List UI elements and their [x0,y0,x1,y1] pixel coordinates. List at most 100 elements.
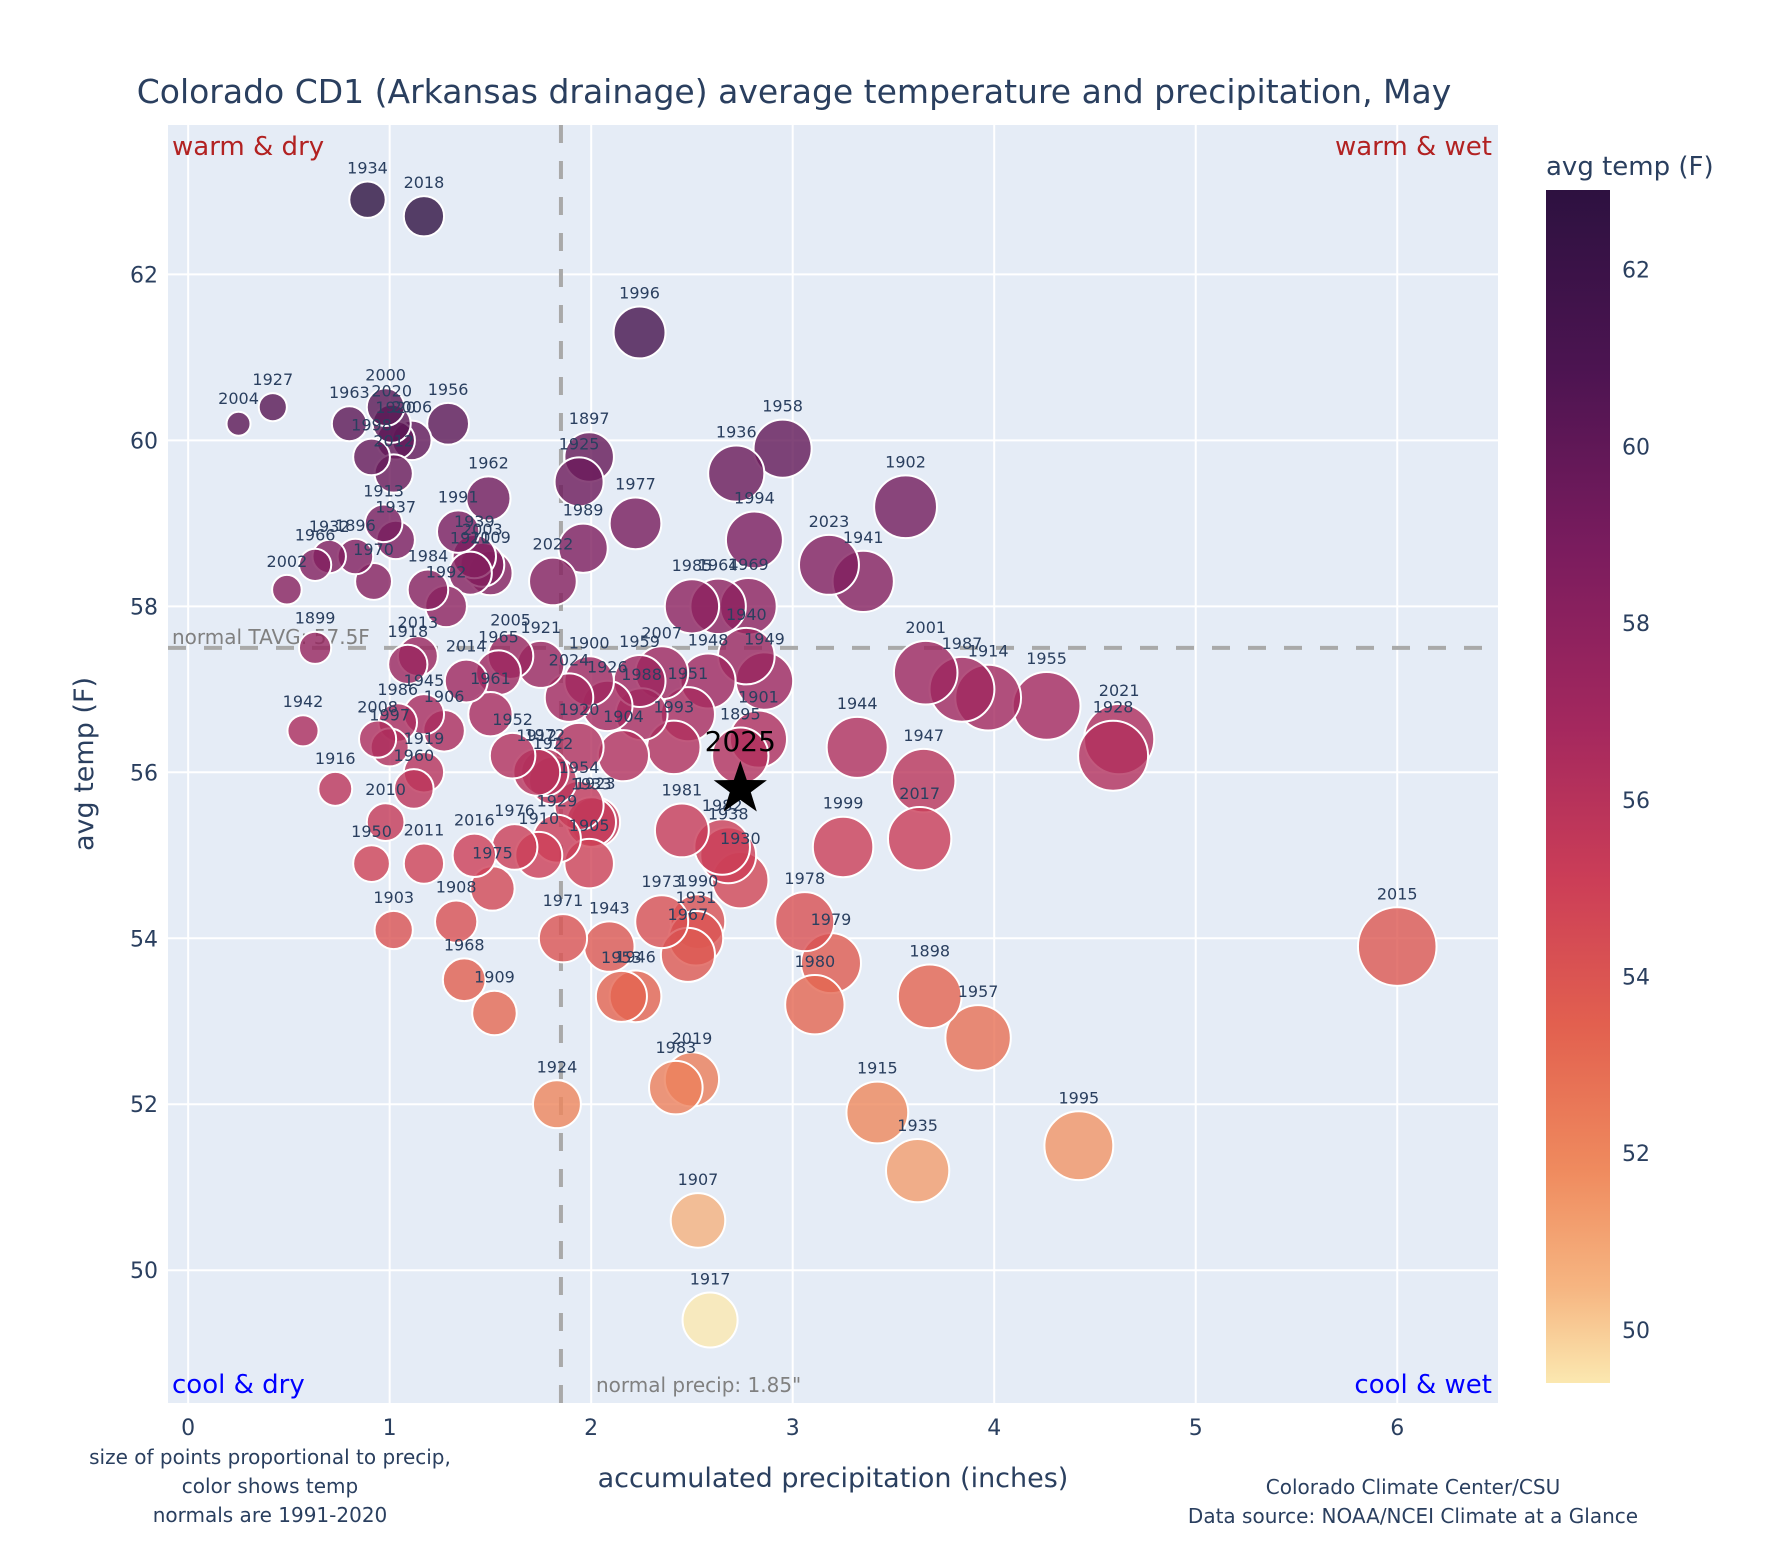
point-label: 1898 [909,942,950,961]
data-point-2001[interactable] [892,639,959,706]
data-point-1924[interactable] [531,1079,582,1130]
data-point-1984[interactable] [406,568,450,611]
point-label: 1915 [857,1059,898,1078]
y-ticks: 50 52 54 56 58 60 62 [130,263,158,1284]
data-point-1920[interactable] [553,721,605,773]
data-point-1962[interactable] [465,475,512,522]
data-point-1966[interactable] [297,547,333,582]
data-point-1934[interactable] [348,180,387,219]
point-label: 1963 [329,383,370,402]
footnote-right-2: Data source: NOAA/NCEI Climate at a Glan… [1188,1504,1638,1528]
data-point-1927[interactable] [257,392,288,423]
data-point-1980[interactable] [784,973,846,1036]
point-label: 1920 [375,398,416,417]
data-point-1989[interactable] [557,522,609,574]
data-point-2023[interactable] [798,533,860,596]
data-point-1956[interactable] [426,401,471,446]
data-point-1944[interactable] [825,715,889,779]
data-point-2018[interactable] [402,195,446,238]
point-label: 1912 [516,726,557,745]
data-point-1918[interactable] [387,643,429,686]
data-point-1908[interactable] [434,899,479,944]
data-point-2008[interactable] [358,719,398,759]
data-point-1963[interactable] [330,405,368,443]
data-point-1899[interactable] [297,630,333,665]
data-point-1917[interactable] [681,1291,739,1349]
data-point-1915[interactable] [845,1080,910,1145]
data-point-1936[interactable] [707,444,766,503]
star-marker-2025[interactable] [713,760,767,812]
data-point-1903[interactable] [373,909,414,951]
point-label: 1934 [347,158,388,177]
chart-title: Colorado CD1 (Arkansas drainage) average… [137,72,1452,111]
data-point-1995[interactable] [1043,1110,1115,1182]
data-point-1916[interactable] [317,770,354,807]
data-point-2000[interactable] [365,387,406,428]
data-point-1994[interactable] [724,510,784,570]
data-point-1952[interactable] [488,731,537,780]
point-label: 2017 [899,784,940,803]
data-point-1977[interactable] [608,496,663,551]
data-point-1955[interactable] [1011,671,1082,741]
quadrant-label-cool-wet: cool & wet [1354,1370,1492,1400]
data-point-1902[interactable] [873,474,938,540]
data-point-1913[interactable] [363,503,404,544]
point-label: 2016 [454,811,495,830]
data-point-1958[interactable] [752,418,813,479]
colorbar [1546,190,1610,1383]
data-point-2010[interactable] [365,802,406,842]
point-label: 1907 [678,1170,719,1189]
point-label: 1942 [283,692,324,711]
data-point-1935[interactable] [884,1137,951,1204]
x-tick-label: 0 [181,1416,195,1441]
data-point-1996[interactable] [612,305,667,360]
data-point-1960[interactable] [393,768,435,810]
data-point-1898[interactable] [896,963,963,1030]
data-point-1957[interactable] [944,1004,1012,1072]
data-point-2022[interactable] [528,556,578,607]
point-label: 1999 [823,794,864,813]
data-point-1985[interactable] [663,578,721,635]
data-point-1983[interactable] [648,1059,704,1116]
point-label: 1918 [387,622,428,641]
point-label: 1990 [678,871,719,890]
data-point-1907[interactable] [669,1192,727,1249]
data-point-2004[interactable] [225,410,252,437]
colorbar-tick-label: 58 [1622,612,1650,637]
y-tick-label: 60 [130,429,158,454]
data-point-1991[interactable] [435,509,481,554]
data-point-1950[interactable] [352,844,391,883]
data-point-1999[interactable] [811,815,875,879]
data-point-2015[interactable] [1356,906,1438,987]
data-point-1909[interactable] [471,989,518,1037]
footnote-left-2: color shows temp [182,1474,358,1498]
point-label: 1930 [720,829,761,848]
point-label: 2015 [1377,884,1418,903]
point-label: 2000 [365,365,406,384]
data-point-1961[interactable] [467,691,514,738]
data-point-1968[interactable] [441,957,487,1003]
data-point-1971[interactable] [537,913,589,964]
data-point-1928[interactable] [1077,719,1150,792]
data-point-2016[interactable] [451,832,497,878]
data-point-1942[interactable] [286,714,320,748]
point-label: 1947 [903,726,944,745]
data-point-1953[interactable] [594,969,648,1023]
data-point-1981[interactable] [653,802,710,859]
x-tick-label: 1 [383,1416,397,1441]
point-label: 1993 [653,698,694,717]
data-point-2011[interactable] [402,842,446,885]
data-point-2002[interactable] [271,573,303,606]
point-label: 1956 [428,380,469,399]
data-point-2024[interactable] [543,672,595,723]
y-tick-label: 56 [130,761,158,786]
x-tick-label: 6 [1390,1416,1404,1441]
data-point-1973[interactable] [634,894,690,950]
data-point-1998[interactable] [352,437,391,477]
data-point-1911[interactable] [447,550,493,596]
data-point-2017[interactable] [886,806,953,872]
point-label: 2001 [905,618,946,637]
data-point-1925[interactable] [553,456,605,508]
data-point-2014[interactable] [443,658,489,704]
data-point-1978[interactable] [774,891,836,953]
